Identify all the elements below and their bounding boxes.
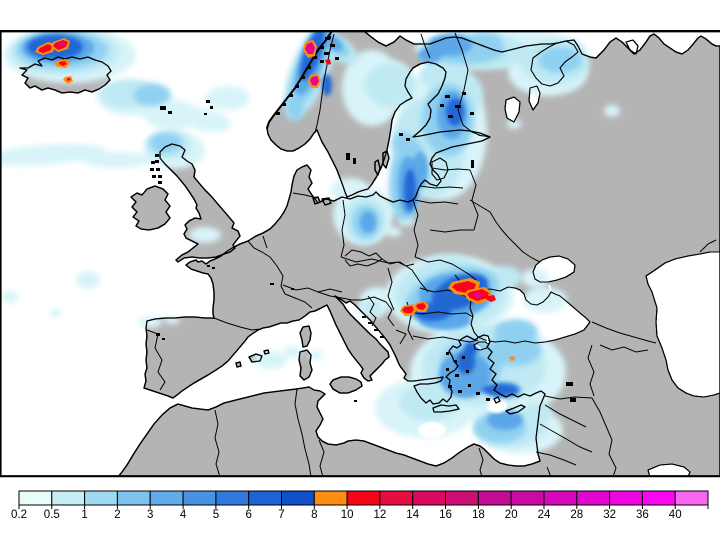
svg-text:10: 10 (341, 509, 354, 521)
svg-text:12: 12 (374, 509, 387, 521)
svg-text:28: 28 (570, 509, 583, 521)
svg-text:24: 24 (538, 509, 551, 521)
svg-text:0.2: 0.2 (11, 509, 27, 521)
svg-text:6: 6 (245, 509, 251, 521)
svg-text:3: 3 (147, 509, 153, 521)
svg-text:7: 7 (278, 509, 284, 521)
svg-text:14: 14 (406, 509, 419, 521)
svg-text:8: 8 (311, 509, 317, 521)
svg-text:40: 40 (669, 509, 682, 521)
svg-text:36: 36 (636, 509, 649, 521)
svg-text:18: 18 (472, 509, 485, 521)
svg-text:1: 1 (81, 509, 87, 521)
svg-text:5: 5 (213, 509, 219, 521)
svg-text:2: 2 (114, 509, 120, 521)
svg-text:16: 16 (439, 509, 452, 521)
svg-text:32: 32 (603, 509, 616, 521)
svg-text:4: 4 (180, 509, 187, 521)
svg-text:20: 20 (505, 509, 518, 521)
svg-text:0.5: 0.5 (44, 509, 60, 521)
